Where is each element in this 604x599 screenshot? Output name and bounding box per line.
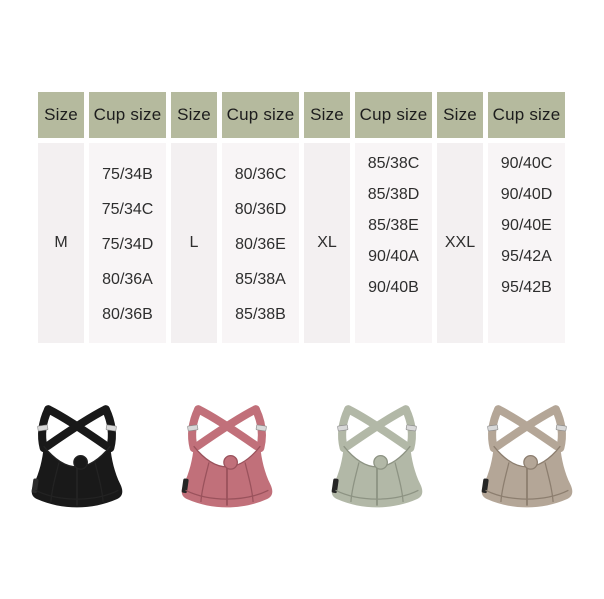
size-column-header: Size <box>171 92 217 138</box>
cup-size-value: 95/42A <box>501 248 552 265</box>
table-body-row: M 75/34B 75/34C 75/34D 80/36A 80/36B L 8… <box>38 143 565 343</box>
bra-variant-sage-green <box>323 400 431 514</box>
cup-size-value: 90/40B <box>368 279 419 296</box>
sports-bra-illustration <box>331 405 423 508</box>
sports-bra-illustration <box>481 405 573 508</box>
cup-list-l: 80/36C 80/36D 80/36E 85/38A 85/38B <box>222 143 299 343</box>
cup-size-value: 80/36E <box>235 236 286 253</box>
cup-size-value: 80/36C <box>234 166 287 183</box>
cup-list-xl: 85/38C 85/38D 85/38E 90/40A 90/40B <box>355 143 432 343</box>
size-column-header: Size <box>38 92 84 138</box>
cup-size-value: 85/38B <box>235 306 286 323</box>
size-cell-l: L <box>171 143 217 343</box>
size-cell-m: M <box>38 143 84 343</box>
cup-size-value: 85/38A <box>235 271 286 288</box>
cup-size-value: 90/40A <box>368 248 419 265</box>
cup-size-value: 75/34B <box>102 166 153 183</box>
cup-size-value: 85/38D <box>367 186 420 203</box>
sports-bra-illustration <box>181 405 273 508</box>
cup-size-value: 90/40D <box>500 186 553 203</box>
color-variants-row <box>0 400 604 514</box>
table-header-row: Size Cup size Size Cup size Size Cup siz… <box>38 92 565 138</box>
cup-size-value: 85/38E <box>368 217 419 234</box>
cup-list-m: 75/34B 75/34C 75/34D 80/36A 80/36B <box>89 143 166 343</box>
size-column-header: Size <box>437 92 483 138</box>
cup-size-column-header: Cup size <box>222 92 299 138</box>
cup-size-value: 90/40E <box>501 217 552 234</box>
bra-variant-khaki-tan <box>473 400 581 514</box>
size-cell-xl: XL <box>304 143 350 343</box>
cup-size-value: 85/38C <box>367 155 420 172</box>
cup-size-value: 80/36B <box>102 306 153 323</box>
bra-variant-rose-pink <box>173 400 281 514</box>
sports-bra-illustration <box>31 405 123 508</box>
size-chart-table: Size Cup size Size Cup size Size Cup siz… <box>38 92 565 343</box>
cup-size-value: 90/40C <box>500 155 553 172</box>
cup-size-column-header: Cup size <box>355 92 432 138</box>
cup-size-value: 80/36A <box>102 271 153 288</box>
cup-size-column-header: Cup size <box>488 92 565 138</box>
size-cell-xxl: XXL <box>437 143 483 343</box>
cup-size-value: 95/42B <box>501 279 552 296</box>
cup-list-xxl: 90/40C 90/40D 90/40E 95/42A 95/42B <box>488 143 565 343</box>
cup-size-value: 80/36D <box>234 201 287 218</box>
cup-size-value: 75/34C <box>101 201 154 218</box>
bra-variant-black <box>23 400 131 514</box>
cup-size-column-header: Cup size <box>89 92 166 138</box>
cup-size-value: 75/34D <box>101 236 154 253</box>
size-column-header: Size <box>304 92 350 138</box>
